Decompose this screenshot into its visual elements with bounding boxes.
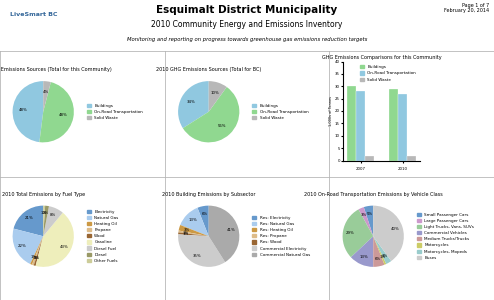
Wedge shape xyxy=(34,236,43,266)
Wedge shape xyxy=(36,213,74,267)
Wedge shape xyxy=(364,206,373,236)
Text: 1%: 1% xyxy=(379,255,385,259)
Text: 2%: 2% xyxy=(43,212,49,215)
Wedge shape xyxy=(43,206,49,236)
Legend: Electricity, Natural Gas, Heating Oil, Propane, Wood, Gasoline, Diesel Fuel, Die: Electricity, Natural Gas, Heating Oil, P… xyxy=(85,208,120,264)
Wedge shape xyxy=(178,230,208,236)
Text: 13%: 13% xyxy=(360,255,369,259)
Text: 2010 Community Energy and Emissions Inventory: 2010 Community Energy and Emissions Inve… xyxy=(151,20,343,29)
Wedge shape xyxy=(343,209,373,257)
Wedge shape xyxy=(208,206,239,262)
Text: 8%: 8% xyxy=(50,214,56,218)
Text: 43%: 43% xyxy=(59,245,68,249)
Text: 29%: 29% xyxy=(346,231,355,235)
Wedge shape xyxy=(32,236,43,266)
Wedge shape xyxy=(359,207,373,236)
Title: 2010 GHG Emissions Sources (Total for BC): 2010 GHG Emissions Sources (Total for BC… xyxy=(156,68,261,72)
Y-axis label: 1,000s of Tonnes: 1,000s of Tonnes xyxy=(329,96,333,126)
Wedge shape xyxy=(13,81,43,142)
Wedge shape xyxy=(198,206,208,236)
Text: 3%: 3% xyxy=(184,228,190,232)
Bar xyxy=(398,94,407,160)
Wedge shape xyxy=(178,81,208,128)
Text: Esquimalt District Municipality: Esquimalt District Municipality xyxy=(157,5,337,15)
Text: 13%: 13% xyxy=(188,218,197,222)
Legend: Buildings, On-Road Transportation, Solid Waste: Buildings, On-Road Transportation, Solid… xyxy=(250,102,310,122)
Text: 48%: 48% xyxy=(58,113,67,118)
Wedge shape xyxy=(40,82,74,142)
Text: 1%: 1% xyxy=(183,231,189,235)
Text: 21%: 21% xyxy=(25,216,34,220)
Bar xyxy=(389,89,398,160)
Wedge shape xyxy=(183,87,239,142)
Bar xyxy=(347,86,356,160)
Text: 6%: 6% xyxy=(374,257,380,261)
Title: 2010 On-Road Transportation Emissions by Vehicle Class: 2010 On-Road Transportation Emissions by… xyxy=(304,192,443,197)
Text: 10%: 10% xyxy=(210,91,219,95)
Title: 2010 Building Emissions by Subsector: 2010 Building Emissions by Subsector xyxy=(162,192,255,197)
Text: 3%: 3% xyxy=(361,213,367,217)
Legend: Buildings, On-Road Transportation, Solid Waste: Buildings, On-Road Transportation, Solid… xyxy=(358,64,418,83)
Wedge shape xyxy=(373,236,384,267)
Text: 3%: 3% xyxy=(382,254,388,258)
Legend: Res: Electricity, Res: Natural Gas, Res: Heating Oil, Res: Propane, Res: Wood, C: Res: Electricity, Res: Natural Gas, Res:… xyxy=(250,214,312,258)
Text: 6%: 6% xyxy=(202,212,207,216)
Wedge shape xyxy=(351,236,373,267)
Bar xyxy=(356,91,365,160)
Text: 22%: 22% xyxy=(18,244,27,248)
Wedge shape xyxy=(178,234,225,267)
Wedge shape xyxy=(43,206,45,236)
Text: 56%: 56% xyxy=(218,124,227,128)
Bar xyxy=(365,155,374,160)
Legend: Small Passenger Cars, Large Passenger Cars, Light Trucks, Vans, SUVs, Commercial: Small Passenger Cars, Large Passenger Ca… xyxy=(415,211,476,261)
Text: Page 1 of 7
February 20, 2014: Page 1 of 7 February 20, 2014 xyxy=(444,2,489,13)
Legend: Buildings, On-Road Transportation, Solid Waste: Buildings, On-Road Transportation, Solid… xyxy=(85,102,145,122)
Text: Monitoring and reporting on progress towards greenhouse gas emissions reduction : Monitoring and reporting on progress tow… xyxy=(127,37,367,42)
Text: 35%: 35% xyxy=(193,254,202,258)
Wedge shape xyxy=(43,81,51,112)
Text: 4%: 4% xyxy=(42,90,49,94)
Text: 5%: 5% xyxy=(367,212,372,216)
Text: 34%: 34% xyxy=(187,100,196,104)
Text: 40%: 40% xyxy=(391,227,400,231)
Text: 1%: 1% xyxy=(31,255,37,259)
Text: 1%: 1% xyxy=(183,232,189,236)
Wedge shape xyxy=(179,225,208,236)
Wedge shape xyxy=(208,81,227,112)
Wedge shape xyxy=(180,208,208,236)
Title: GHG Emissions Comparisons for this Community: GHG Emissions Comparisons for this Commu… xyxy=(322,56,442,60)
Wedge shape xyxy=(13,229,43,264)
Text: 1%: 1% xyxy=(41,211,47,215)
Text: 48%: 48% xyxy=(19,109,28,112)
Wedge shape xyxy=(178,232,208,236)
Wedge shape xyxy=(43,206,63,236)
Wedge shape xyxy=(373,206,404,261)
Text: 1%: 1% xyxy=(34,256,40,260)
Text: 41%: 41% xyxy=(226,228,235,232)
Wedge shape xyxy=(373,236,391,264)
Wedge shape xyxy=(373,236,386,265)
Bar xyxy=(407,155,416,160)
Wedge shape xyxy=(13,206,43,236)
Text: LiveSmart BC: LiveSmart BC xyxy=(10,12,57,17)
Text: 1%: 1% xyxy=(32,256,39,260)
Wedge shape xyxy=(30,236,43,265)
Title: 2010 Total Emissions by Fuel Type: 2010 Total Emissions by Fuel Type xyxy=(1,192,85,197)
Title: 2010 GHG Emissions Sources (Total for this Community): 2010 GHG Emissions Sources (Total for th… xyxy=(0,68,112,72)
